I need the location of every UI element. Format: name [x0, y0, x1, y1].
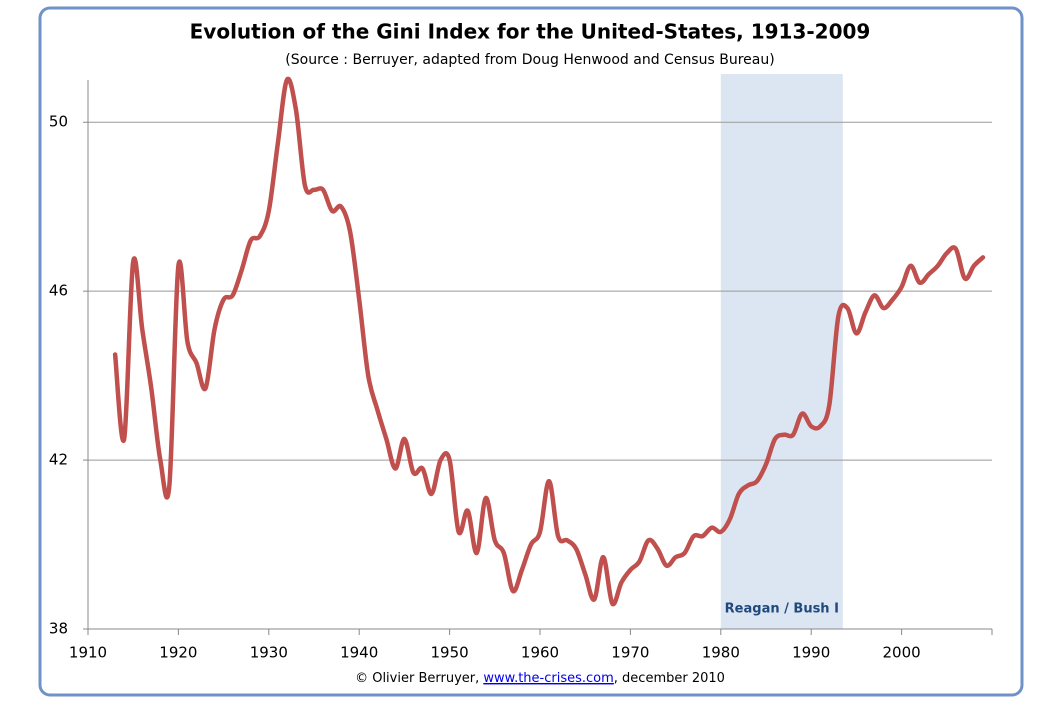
x-tick-label: 1910	[69, 644, 107, 662]
x-tick-label: 2000	[883, 644, 921, 662]
y-tick-label: 38	[49, 620, 68, 638]
shade-band	[720, 74, 843, 629]
x-tick-label: 1980	[702, 644, 740, 662]
footer-link[interactable]: www.the-crises.com	[483, 671, 613, 686]
x-tick-label: 1940	[340, 644, 378, 662]
series-line	[112, 76, 986, 607]
chart-title: Evolution of the Gini Index for the Unit…	[190, 20, 871, 44]
y-tick-label: 46	[49, 282, 68, 300]
plot-area: Reagan / Bush I 38 42 46 50 1910 1920 1930 1940 1…	[49, 74, 993, 662]
shade-label: Reagan / Bush I	[725, 602, 839, 617]
x-tick-label: 1920	[159, 644, 197, 662]
footer-suffix: , december 2010	[614, 671, 725, 686]
footer-prefix: © Olivier Berruyer,	[355, 671, 483, 686]
x-tick-label: 1960	[521, 644, 559, 662]
x-tick-label: 1930	[250, 644, 288, 662]
footer: © Olivier Berruyer, www.the-crises.com, …	[355, 671, 725, 686]
y-tick-label: 42	[49, 451, 68, 469]
y-tick-label: 50	[49, 113, 68, 131]
frame	[38, 6, 1024, 697]
x-tick-label: 1990	[792, 644, 830, 662]
chart-subtitle: (Source : Berruyer, adapted from Doug He…	[285, 52, 774, 68]
x-tick-label: 1950	[431, 644, 469, 662]
x-tick-label: 1970	[611, 644, 649, 662]
footer-link-text[interactable]: www.the-crises.com	[483, 671, 613, 686]
